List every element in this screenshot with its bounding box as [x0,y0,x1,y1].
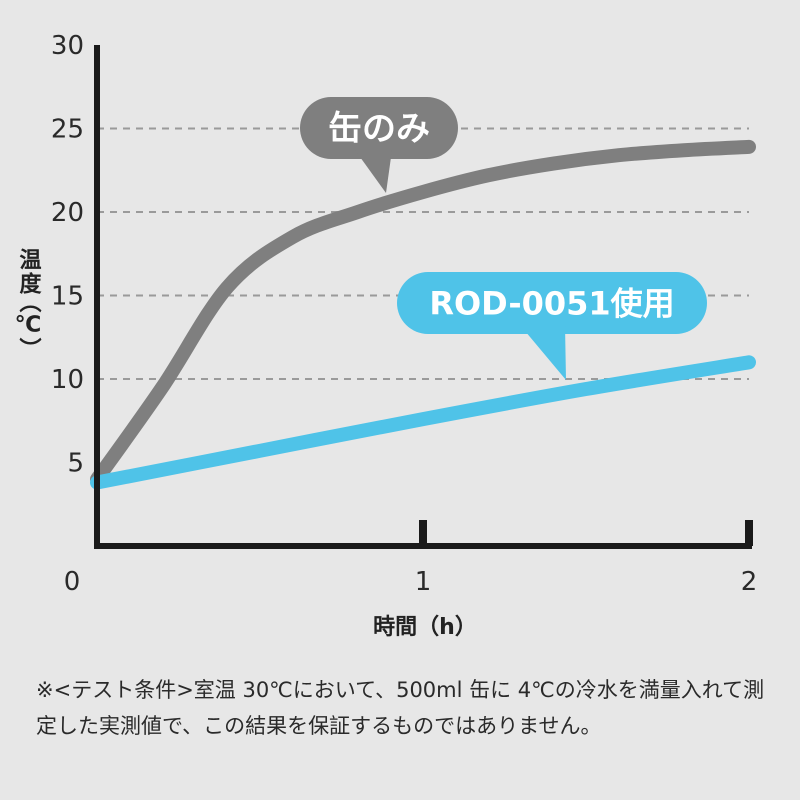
callout-rod-0051-label: ROD-0051使用 [429,285,674,323]
y-tick-label-5: 5 [67,449,84,479]
y-axis-title: 温度 [16,248,42,296]
callout-can-only-bubble [300,97,458,159]
y-tick-label-20: 20 [51,198,84,228]
callout-rod-0051: ROD-0051使用 [397,272,707,380]
callout-can-only-pointer [355,150,392,193]
series-lines [90,139,756,490]
callout-can-only: 缶のみ [300,97,458,193]
x-tick-label-0: 0 [64,567,81,597]
callout-rod-0051-bubble [397,272,707,334]
x-tick-label-2: 2 [741,567,758,597]
axes [94,45,753,549]
y-tick-label-30: 30 [51,31,84,61]
callout-rod-0051-pointer [520,325,566,380]
series-line-rod-0051 [90,355,756,490]
y-tick-label-10: 10 [51,365,84,395]
y-tick-label-15: 15 [51,282,84,312]
callout-can-only-label: 缶のみ [328,109,430,149]
x-tick-label-1: 1 [415,567,432,597]
y-axis-unit: （℃） [15,291,42,360]
series-line-can-only [90,139,756,487]
y-tick-label-25: 25 [51,115,84,145]
x-axis-title: 時間（h） [373,615,477,640]
test-conditions-note: ※<テスト条件>室温 30℃において、500ml 缶に 4℃の冷水を満量入れて測… [36,678,765,738]
series-callouts: 缶のみ ROD-0051使用 [300,97,707,380]
tick-labels: 5 10 15 20 25 30 0 1 2 [51,31,757,597]
